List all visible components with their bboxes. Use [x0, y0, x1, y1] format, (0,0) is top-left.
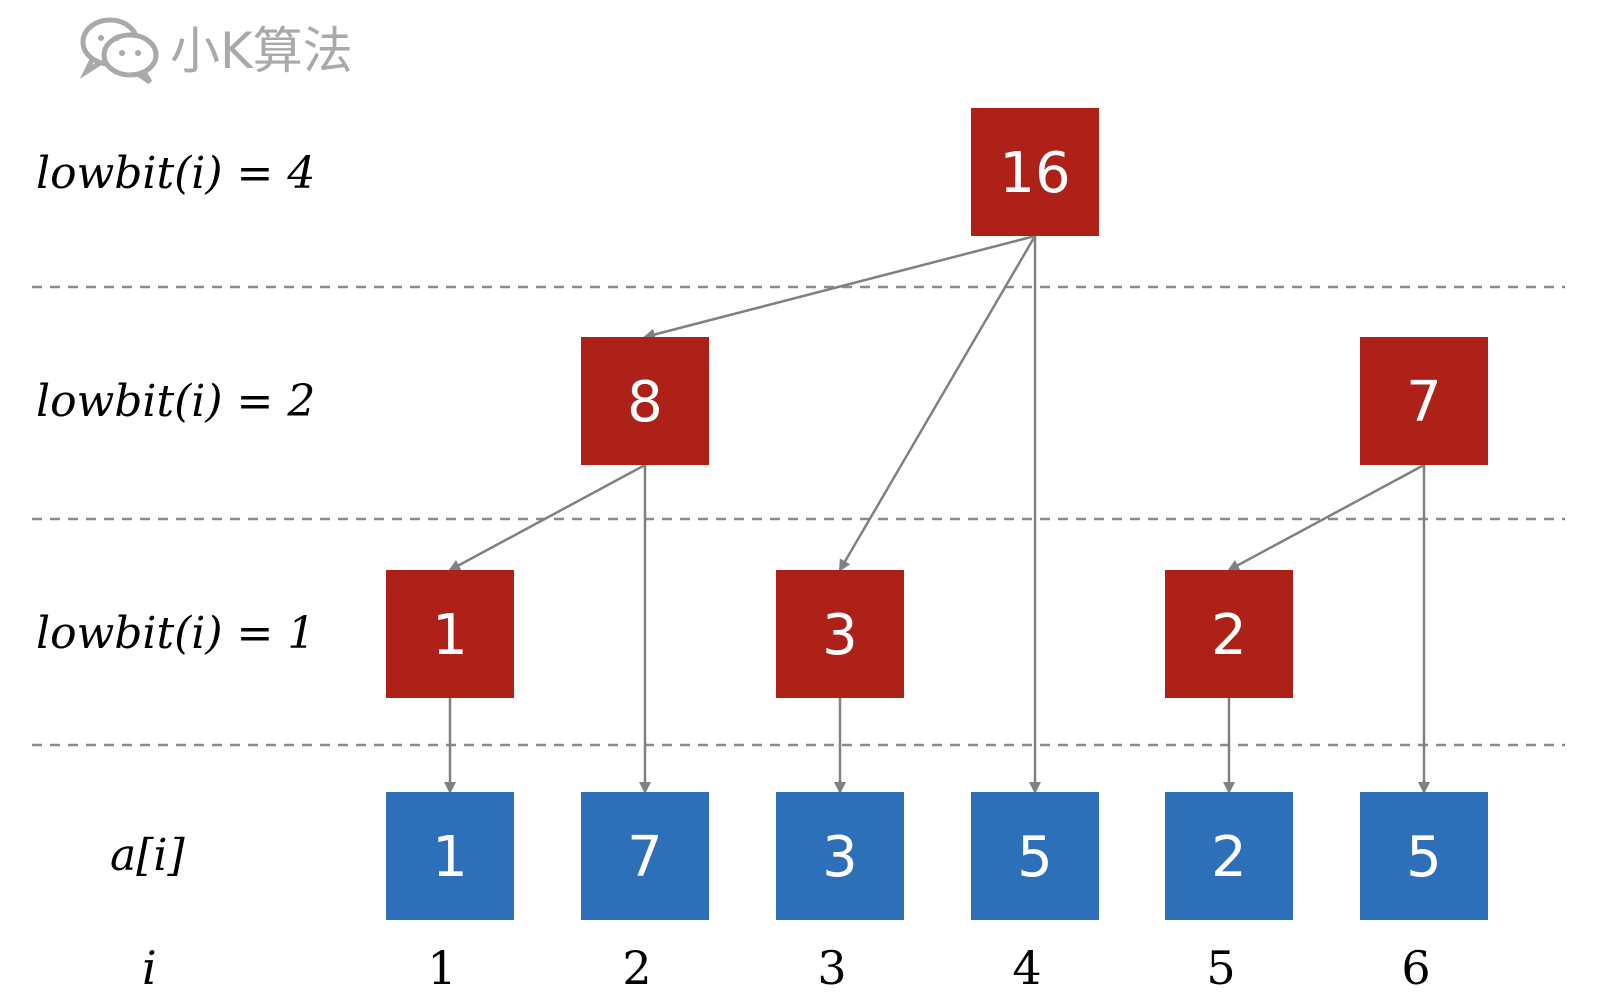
- array-node-value: 2: [1211, 825, 1247, 890]
- array-node-a6: 5: [1360, 792, 1488, 920]
- array-node-value: 3: [822, 825, 858, 890]
- tree-node-value: 3: [822, 603, 858, 668]
- array-node-value: 5: [1406, 825, 1442, 890]
- tree-node-value: 2: [1211, 603, 1247, 668]
- edge-t16-to-t3: [838, 235, 1037, 572]
- tree-node-value: 1: [432, 603, 468, 668]
- array-node-box: [1165, 792, 1293, 920]
- tree-node-t7: 7: [1360, 337, 1488, 465]
- array-node-box: [1360, 792, 1488, 920]
- tree-node-box: [971, 108, 1099, 236]
- index-labels: 1 2 3 4 5 6: [427, 941, 1430, 995]
- row-label-lowbit-1: lowbit(i) = 1: [36, 608, 315, 659]
- tree-node-box: [1360, 337, 1488, 465]
- array-node-a1: 1: [386, 792, 514, 920]
- edge-t8-to-t1: [448, 463, 646, 572]
- edges: [444, 234, 1430, 794]
- tree-node-box: [1165, 570, 1293, 698]
- array-node-a4: 5: [971, 792, 1099, 920]
- row-label-array: a[i]: [110, 830, 185, 881]
- edge-t7-to-t2: [1227, 463, 1425, 572]
- array-node-box: [386, 792, 514, 920]
- index-label-6: 6: [1401, 941, 1430, 995]
- tree-node-t16: 16: [971, 108, 1099, 236]
- array-node-a5: 2: [1165, 792, 1293, 920]
- index-label-2: 2: [622, 941, 651, 995]
- array-node-value: 5: [1017, 825, 1053, 890]
- tree-node-t3: 3: [776, 570, 904, 698]
- watermark-text: 小K算法: [170, 22, 353, 80]
- array-node-a3: 3: [776, 792, 904, 920]
- tree-node-value: 7: [1406, 370, 1442, 435]
- edge-t16-to-t8: [643, 234, 1036, 341]
- array-node-box: [971, 792, 1099, 920]
- array-node-box: [776, 792, 904, 920]
- tree-node-box: [386, 570, 514, 698]
- row-label-index: i: [142, 941, 157, 995]
- wechat-icon: [79, 17, 159, 85]
- array-node-box: [581, 792, 709, 920]
- tree-node-box: [776, 570, 904, 698]
- index-label-4: 4: [1012, 941, 1041, 995]
- row-label-lowbit-4: lowbit(i) = 4: [36, 148, 315, 199]
- index-label-1: 1: [427, 941, 456, 995]
- array-node-value: 7: [627, 825, 663, 890]
- array-node-a2: 7: [581, 792, 709, 920]
- array-node-value: 1: [432, 825, 468, 890]
- row-label-lowbit-2: lowbit(i) = 2: [36, 376, 315, 427]
- tree-node-t2: 2: [1165, 570, 1293, 698]
- watermark: 小K算法: [79, 17, 353, 85]
- tree-node-value: 8: [627, 370, 663, 435]
- tree-node-t8: 8: [581, 337, 709, 465]
- nodes: 16 8 7 1 3 2 1 7 3 5 2 5: [386, 108, 1488, 920]
- index-label-3: 3: [817, 941, 846, 995]
- tree-node-value: 16: [999, 141, 1070, 206]
- index-label-5: 5: [1206, 941, 1235, 995]
- tree-node-t1: 1: [386, 570, 514, 698]
- tree-node-box: [581, 337, 709, 465]
